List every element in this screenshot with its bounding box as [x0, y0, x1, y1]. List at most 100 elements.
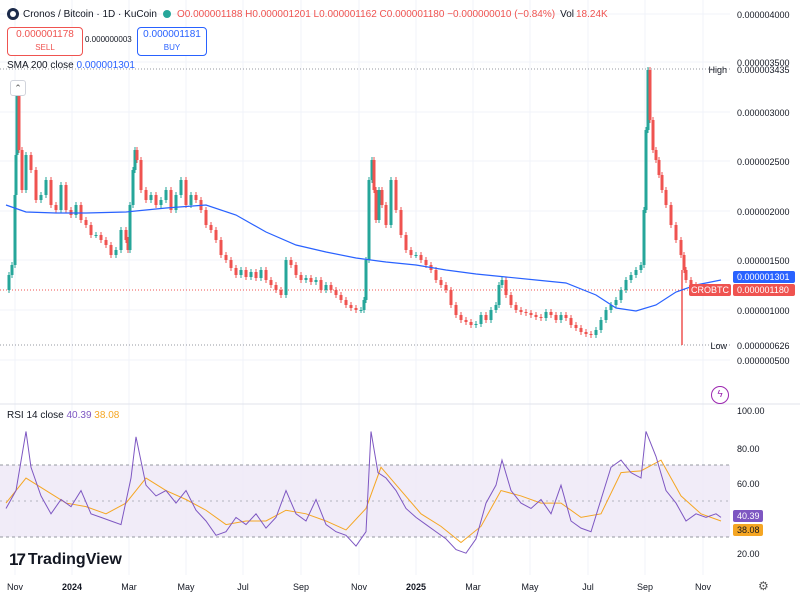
candle-body — [549, 312, 553, 315]
candle-body — [54, 205, 58, 210]
candle-body — [204, 210, 208, 225]
rsi-line — [5, 431, 722, 554]
high-label: High — [708, 65, 727, 75]
candle-body — [64, 185, 68, 210]
candle-body — [229, 260, 233, 268]
low-value: 0.000000626 — [737, 341, 790, 351]
time-tick-label: Sep — [637, 582, 653, 592]
rsi-value-badge-text: 40.39 — [737, 511, 760, 521]
time-tick-label: May — [521, 582, 539, 592]
price-tick-label: 0.000000500 — [737, 356, 790, 366]
candle-body — [599, 320, 603, 330]
flash-icon[interactable]: ϟ — [711, 386, 729, 404]
time-tick-label: 2025 — [406, 582, 426, 592]
time-tick-label: May — [177, 582, 195, 592]
candle-body — [559, 315, 563, 320]
sell-button[interactable]: 0.000001178 SELL — [7, 27, 83, 56]
price-tick-label: 0.000001500 — [737, 256, 790, 266]
candle-body — [259, 270, 263, 278]
candle-body — [89, 225, 93, 235]
candle-body — [424, 260, 428, 265]
candle-body — [174, 195, 178, 210]
symbol-title[interactable]: Cronos / Bitcoin · 1D · KuCoin — [23, 8, 157, 20]
price-axis: 0.000004000 0.000003500 0.000003000 0.00000… — [737, 10, 790, 559]
collapse-icon[interactable]: ⌃ — [10, 80, 26, 96]
market-status-icon — [162, 10, 171, 18]
last-price-badge-text: 0.000001180 — [737, 285, 789, 295]
candle-body — [139, 160, 143, 190]
candle-body — [389, 180, 393, 225]
candle-body — [434, 270, 438, 280]
rsi-legend[interactable]: RSI 14 close 40.39 38.08 — [7, 410, 119, 421]
candle-body — [20, 150, 24, 190]
candle-body — [149, 195, 153, 200]
candle-body — [114, 250, 118, 255]
candle-body — [384, 205, 388, 225]
symbol-legend: Cronos / Bitcoin · 1D · KuCoin O0.000001… — [7, 4, 608, 24]
candle-body — [284, 260, 288, 295]
sma-legend[interactable]: SMA 200 close 0.000001301 — [7, 60, 135, 71]
price-tick-label: 0.000001000 — [737, 306, 790, 316]
candle-body — [29, 155, 33, 170]
volume-value: 18.24K — [575, 8, 608, 20]
candle-body — [609, 305, 613, 310]
candle-body — [664, 190, 668, 205]
candle-body — [128, 205, 132, 250]
candle-body — [394, 180, 398, 210]
candle-body — [372, 160, 376, 190]
candle-body — [497, 285, 501, 305]
candle-body — [524, 312, 528, 313]
candle-body — [674, 225, 678, 240]
candle-body — [279, 290, 283, 295]
buy-label: BUY — [163, 43, 181, 52]
candle-body — [7, 275, 11, 290]
sma-line — [5, 204, 722, 312]
candle-body — [364, 260, 368, 300]
buy-price: 0.000001181 — [143, 29, 201, 40]
candle-body — [209, 225, 213, 230]
tradingview-logo-text: TradingView — [27, 551, 122, 568]
tradingview-logo: 17 TradingView — [9, 550, 122, 570]
time-tick-label: Jul — [582, 582, 594, 592]
candle-body — [500, 280, 504, 285]
candle-body — [439, 280, 443, 285]
candle-body — [544, 312, 548, 318]
candle-body — [74, 205, 78, 215]
sma-price-badge — [733, 271, 795, 283]
candle-body — [534, 315, 538, 317]
candle-body — [294, 265, 298, 275]
candle-body — [179, 180, 183, 195]
candle-body — [660, 175, 664, 190]
candle-body — [634, 270, 638, 275]
ohlc-values: O0.000001188 H0.000001201 L0.000001162 C… — [176, 8, 556, 20]
candle-body — [344, 300, 348, 305]
sma-price-badge-text: 0.000001301 — [737, 272, 790, 282]
candle-body — [304, 278, 308, 280]
sma-value: 0.000001301 — [76, 60, 135, 71]
candle-body — [469, 322, 473, 325]
candle-body — [414, 255, 418, 256]
rsi-tick-label: 20.00 — [737, 549, 760, 559]
sma-200-line — [5, 204, 722, 312]
candle-body — [194, 195, 198, 200]
candle-body — [359, 310, 363, 311]
candle-body — [377, 190, 381, 220]
candle-body — [104, 240, 108, 245]
candle-body — [367, 180, 371, 260]
sell-price: 0.000001178 — [16, 29, 74, 40]
candle-body — [24, 155, 28, 190]
candle-body — [651, 120, 655, 150]
candle-body — [679, 240, 683, 255]
price-tick-label: 0.000004000 — [737, 10, 790, 20]
candle-body — [189, 195, 193, 205]
buy-button[interactable]: 0.000001181 BUY — [137, 27, 207, 56]
candle-body — [339, 295, 343, 300]
candle-body — [404, 235, 408, 250]
candle-body — [409, 250, 413, 255]
candle-body — [13, 195, 17, 265]
candle-body — [654, 150, 658, 160]
settings-icon[interactable]: ⚙ — [758, 579, 769, 593]
rsi-value: 40.39 — [66, 410, 92, 421]
candle-body — [131, 170, 135, 205]
